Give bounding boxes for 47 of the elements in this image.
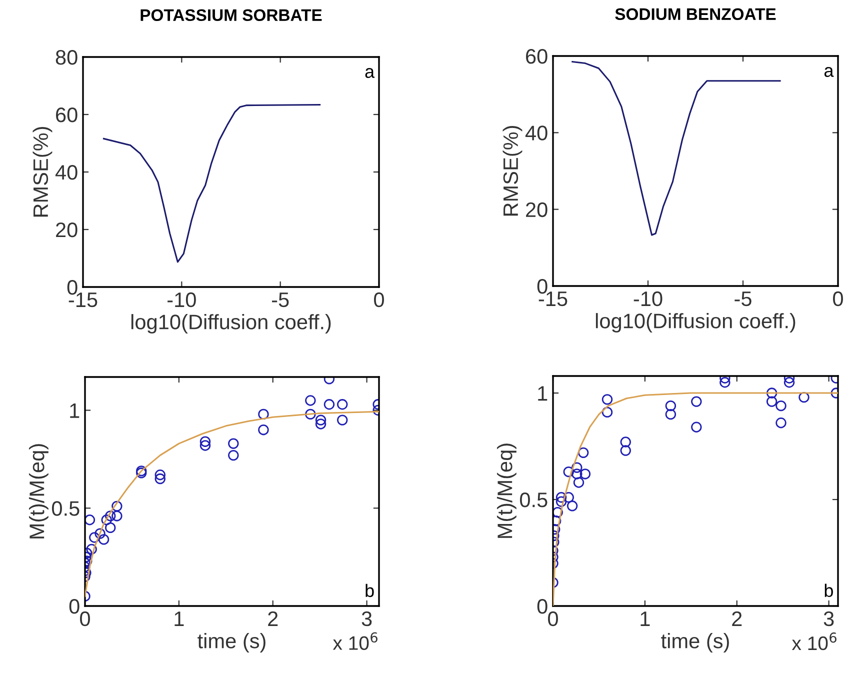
y-axis-title: M(t)/M(eq) [28, 444, 48, 538]
y-axis-title: RMSE(%) [502, 126, 522, 216]
text: x 10$^{6}$ [332, 632, 378, 650]
y-axis-title: RMSE(%) [32, 127, 52, 217]
x-tick-label: 2 [268, 611, 278, 626]
annotation: a [365, 68, 375, 78]
y-tick-label: 40 [525, 126, 548, 140]
y-tick-label: 60 [526, 49, 548, 64]
annotation: b [366, 584, 374, 598]
x-tick-label: 0 [833, 291, 843, 306]
x-tick-label: 0 [80, 611, 90, 626]
x-axis-title: log10(Diffusion coeff.) [131, 314, 331, 334]
y-axis-title: M(t)/M(eq) [496, 444, 516, 538]
y-tick-label: 0 [69, 599, 80, 614]
y-tick-label: 0.5 [520, 492, 548, 508]
y-tick-label: 20 [56, 222, 78, 238]
y-tick-label: 80 [56, 50, 78, 65]
annotation: b [824, 584, 833, 598]
x-tick-label: 1 [640, 612, 650, 626]
y-tick-label: 60 [56, 108, 78, 122]
y-tick-label: 0 [537, 279, 548, 294]
x-tick-label: 0 [374, 292, 384, 308]
x-tick-label: -15 [68, 292, 98, 308]
x-axis-title: time (s) [661, 633, 729, 652]
y-tick-label: 1 [538, 386, 548, 401]
x-tick-label: -5 [272, 292, 289, 308]
annotation: a [824, 67, 834, 77]
y-tick-label: 1 [70, 403, 80, 418]
chart-title: SODIUM BENZOATE [615, 8, 776, 20]
x-axis-title: time (s) [198, 633, 266, 652]
x-tick-label: -10 [168, 292, 196, 308]
y-tick-label: 20 [526, 202, 548, 218]
x-axis-title: log10(Diffusion coeff.) [596, 313, 796, 332]
x-tick-label: 1 [174, 612, 184, 626]
y-tick-label: 40 [55, 165, 78, 180]
x-tick-label: -5 [734, 292, 752, 306]
text: x 10$^{6}$ [792, 632, 836, 650]
y-tick-label: 0 [67, 280, 78, 295]
x-tick-label: -10 [634, 291, 662, 306]
x-tick-label: 0 [548, 611, 558, 626]
x-tick-label: 2 [732, 611, 742, 626]
chart-title: POTASSIUM SORBATE [140, 9, 322, 22]
y-tick-label: 0 [537, 599, 548, 614]
x-tick-label: 3 [824, 611, 834, 626]
x-tick-label: 3 [362, 611, 372, 626]
x-tick-label: -15 [538, 292, 568, 306]
y-tick-label: 0.5 [52, 501, 80, 516]
